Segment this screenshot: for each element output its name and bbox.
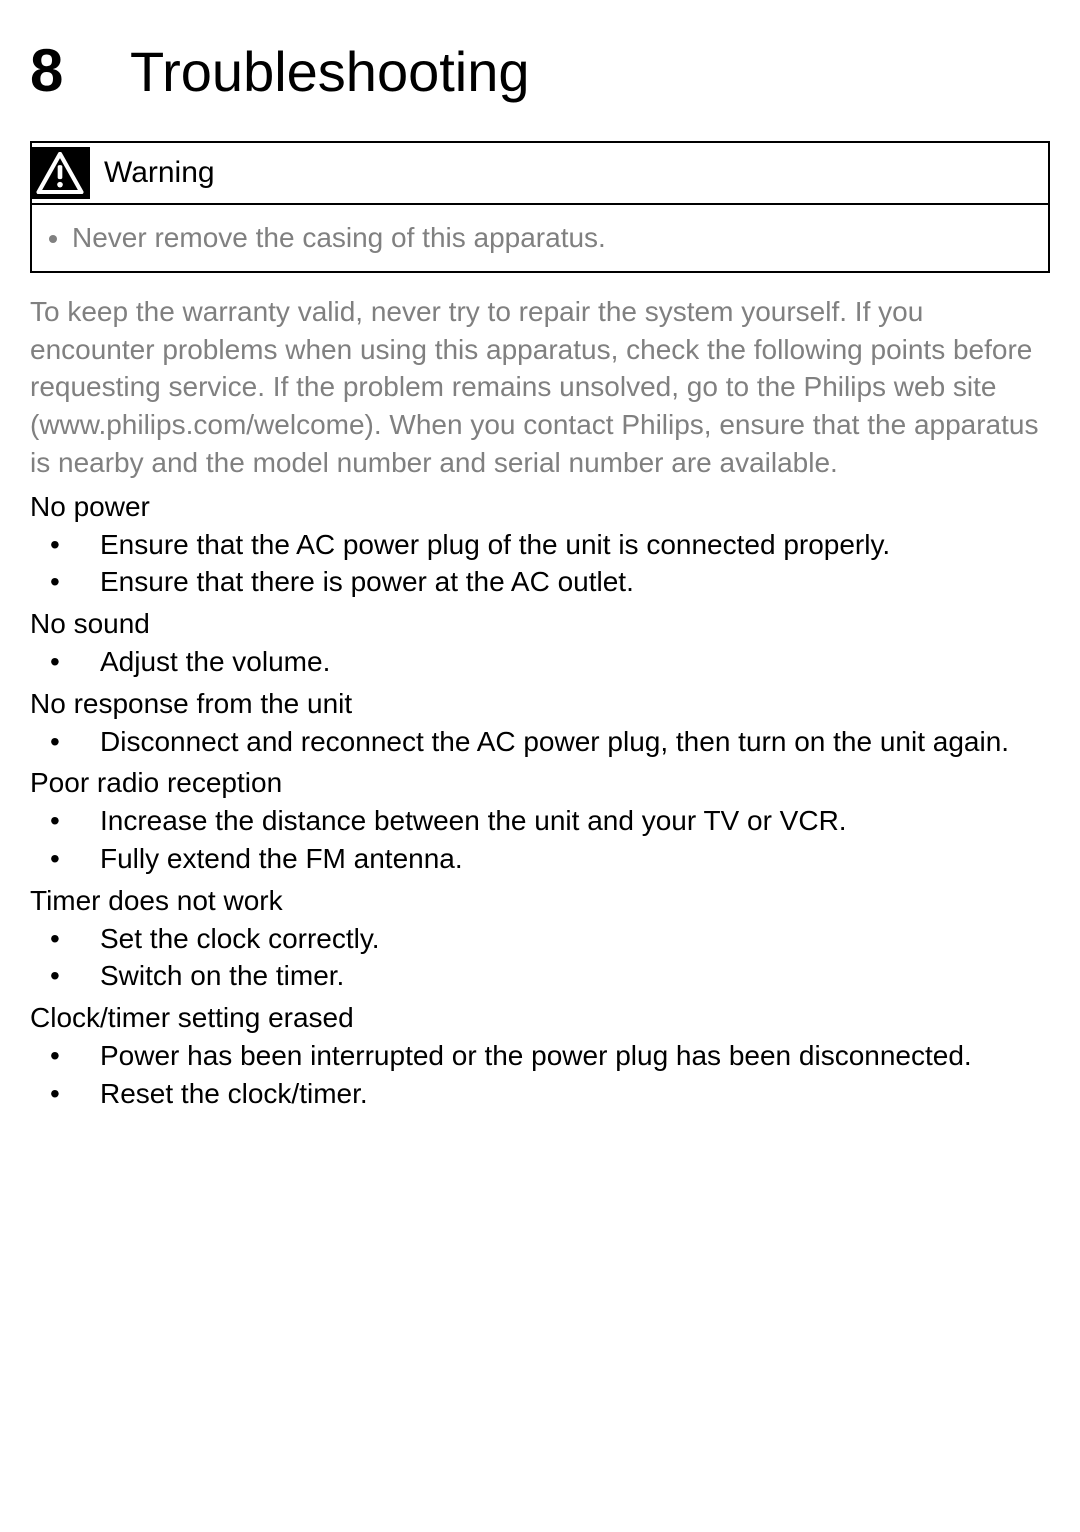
chapter-number: 8 bbox=[30, 30, 130, 111]
section-title: Poor radio reception bbox=[30, 764, 1050, 802]
chapter-title: Troubleshooting bbox=[130, 34, 530, 110]
warning-body: Never remove the casing of this apparatu… bbox=[32, 205, 1048, 271]
section-list: Increase the distance between the unit a… bbox=[30, 802, 1050, 878]
warning-icon bbox=[30, 147, 90, 199]
section-title: No response from the unit bbox=[30, 685, 1050, 723]
warning-list: Never remove the casing of this apparatu… bbox=[50, 219, 1030, 257]
section-title: Timer does not work bbox=[30, 882, 1050, 920]
section-list: Set the clock correctly.Switch on the ti… bbox=[30, 920, 1050, 996]
section-list: Power has been interrupted or the power … bbox=[30, 1037, 1050, 1113]
warning-callout: Warning Never remove the casing of this … bbox=[30, 141, 1050, 273]
section-title: No sound bbox=[30, 605, 1050, 643]
section-item: Disconnect and reconnect the AC power pl… bbox=[100, 723, 1050, 761]
section-item: Reset the clock/timer. bbox=[100, 1075, 1050, 1113]
section-item: Power has been interrupted or the power … bbox=[100, 1037, 1050, 1075]
warning-header: Warning bbox=[32, 143, 1048, 205]
section-list: Disconnect and reconnect the AC power pl… bbox=[30, 723, 1050, 761]
section-item: Set the clock correctly. bbox=[100, 920, 1050, 958]
warning-label: Warning bbox=[104, 153, 215, 194]
intro-paragraph: To keep the warranty valid, never try to… bbox=[30, 293, 1050, 482]
section-item: Fully extend the FM antenna. bbox=[100, 840, 1050, 878]
section-title: Clock/timer setting erased bbox=[30, 999, 1050, 1037]
troubleshooting-sections: No powerEnsure that the AC power plug of… bbox=[30, 488, 1050, 1113]
section-list: Ensure that the AC power plug of the uni… bbox=[30, 526, 1050, 602]
chapter-heading: 8 Troubleshooting bbox=[30, 30, 1050, 111]
section-item: Ensure that the AC power plug of the uni… bbox=[100, 526, 1050, 564]
section-title: No power bbox=[30, 488, 1050, 526]
section-item: Ensure that there is power at the AC out… bbox=[100, 563, 1050, 601]
section-list: Adjust the volume. bbox=[30, 643, 1050, 681]
warning-item: Never remove the casing of this apparatu… bbox=[72, 219, 1030, 257]
section-item: Increase the distance between the unit a… bbox=[100, 802, 1050, 840]
section-item: Adjust the volume. bbox=[100, 643, 1050, 681]
section-item: Switch on the timer. bbox=[100, 957, 1050, 995]
